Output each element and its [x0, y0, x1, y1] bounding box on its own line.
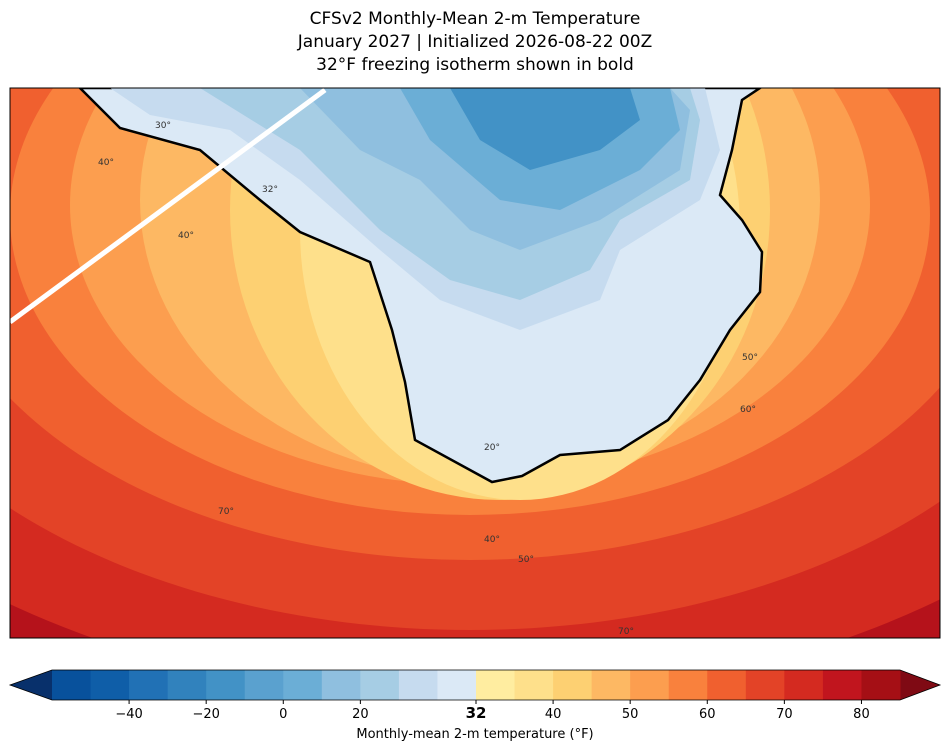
contour-label: 30° — [155, 121, 171, 131]
colorbar-segment — [784, 670, 824, 700]
colorbar-extend-under — [10, 670, 52, 700]
colorbar-tick-label: 50 — [622, 707, 639, 722]
contour-label: 50° — [742, 353, 758, 363]
colorbar-label: Monthly-mean 2-m temperature (°F) — [356, 727, 593, 742]
contour-label: 70° — [618, 627, 634, 637]
colorbar-tick-label: 0 — [279, 707, 287, 722]
colorbar-extend-over — [900, 670, 940, 700]
map-frame — [9, 87, 941, 639]
colorbar: −40 −20 0 20 32 40 50 60 70 80 — [8, 669, 942, 722]
contour-label: 40° — [484, 535, 500, 545]
colorbar-segment — [244, 670, 284, 700]
colorbar-segment — [591, 670, 631, 700]
contour-label: 50° — [518, 555, 534, 565]
colorbar-tick-label: 32 — [466, 704, 487, 722]
colorbar-tick-label: −20 — [192, 707, 219, 722]
colorbar-segment — [745, 670, 785, 700]
contour-label: 60° — [740, 405, 756, 415]
colorbar-segment — [630, 670, 670, 700]
colorbar-segment — [52, 670, 92, 700]
colorbar-segment — [476, 670, 516, 700]
contour-label: 40° — [178, 231, 194, 241]
colorbar-segment — [283, 670, 323, 700]
colorbar-segment — [437, 670, 477, 700]
contour-label: 40° — [98, 158, 114, 168]
colorbar-segment — [553, 670, 593, 700]
colorbar-segment — [129, 670, 169, 700]
colorbar-segment — [668, 670, 708, 700]
title-line: January 2027 | Initialized 2026-08-22 00… — [297, 32, 652, 52]
colorbar-segment — [90, 670, 130, 700]
colorbar-segment — [861, 670, 901, 700]
colorbar-segment — [707, 670, 747, 700]
colorbar-tick-label: 80 — [853, 707, 870, 722]
colorbar-segment — [398, 670, 438, 700]
contour-label: 32° — [262, 185, 278, 195]
title-line: CFSv2 Monthly-Mean 2-m Temperature — [310, 9, 641, 29]
colorbar-segment — [822, 670, 862, 700]
colorbar-tick-label: 20 — [352, 707, 369, 722]
colorbar-segment — [360, 670, 400, 700]
colorbar-outline — [8, 669, 942, 701]
colorbar-segment — [167, 670, 207, 700]
colorbar-tick-label: 60 — [699, 707, 716, 722]
contour-label: 70° — [218, 507, 234, 517]
colorbar-segment — [321, 670, 361, 700]
colorbar-segment — [514, 670, 554, 700]
colorbar-segment — [206, 670, 246, 700]
title-line: 32°F freezing isotherm shown in bold — [316, 55, 634, 75]
colorbar-tick-label: 40 — [545, 707, 562, 722]
colorbar-tick-label: 70 — [776, 707, 793, 722]
contour-label: 20° — [484, 443, 500, 453]
colorbar-tick-label: −40 — [115, 707, 142, 722]
